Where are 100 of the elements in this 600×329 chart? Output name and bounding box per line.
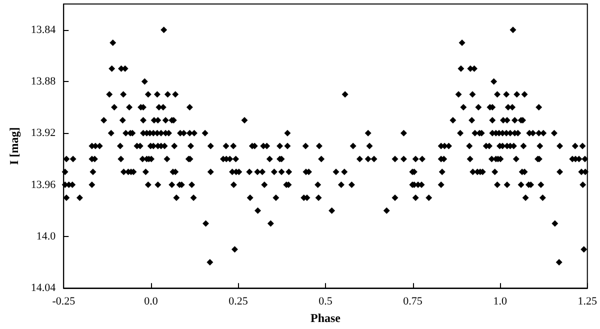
point <box>259 168 266 176</box>
point <box>207 168 214 176</box>
point <box>489 116 496 124</box>
x-tick-label: -0.25 <box>52 296 76 308</box>
point <box>272 194 280 201</box>
point <box>518 182 524 188</box>
point <box>522 194 529 201</box>
point <box>267 220 274 227</box>
point <box>510 26 516 34</box>
x-axis-title: Phase <box>310 311 342 325</box>
point <box>286 168 292 176</box>
point <box>540 130 547 136</box>
point <box>328 207 336 214</box>
point <box>400 130 407 136</box>
point <box>471 65 478 72</box>
point <box>254 207 262 214</box>
point <box>172 91 179 98</box>
point <box>580 182 586 188</box>
point <box>438 182 444 188</box>
point <box>356 156 363 162</box>
point <box>241 116 248 124</box>
point <box>579 142 586 150</box>
point <box>222 142 230 150</box>
point <box>392 156 398 162</box>
point <box>106 91 113 98</box>
x-tick-label: 0.25 <box>228 296 248 308</box>
point <box>468 116 476 124</box>
point <box>466 142 473 150</box>
point <box>494 91 501 98</box>
point <box>188 182 196 188</box>
point <box>76 194 83 201</box>
point <box>186 130 193 136</box>
point <box>284 130 291 136</box>
point <box>504 182 510 188</box>
y-tick-label: 13.88 <box>30 75 56 88</box>
point <box>230 182 237 188</box>
point <box>118 156 124 162</box>
point <box>412 194 419 201</box>
point <box>503 91 510 98</box>
x-tick-label: 1.25 <box>578 296 598 308</box>
point <box>108 65 116 72</box>
point <box>370 156 378 162</box>
point <box>509 104 516 111</box>
point <box>231 246 238 253</box>
point <box>88 182 96 188</box>
y-tick-label: 13.92 <box>30 127 56 140</box>
point <box>580 246 588 253</box>
point <box>173 194 180 201</box>
point <box>232 156 240 162</box>
point <box>364 130 372 136</box>
point <box>316 142 322 150</box>
point <box>446 142 452 150</box>
point <box>469 91 476 98</box>
point <box>144 91 152 98</box>
point <box>318 156 325 162</box>
x-tick-label: 0.5 <box>318 296 333 308</box>
point <box>270 168 278 176</box>
point <box>572 142 578 150</box>
point <box>63 156 70 162</box>
point <box>190 130 198 136</box>
point <box>582 168 589 176</box>
point <box>141 78 148 85</box>
point <box>154 182 162 188</box>
point <box>350 142 356 150</box>
point <box>470 168 476 176</box>
point <box>520 142 527 150</box>
point <box>230 142 237 150</box>
point <box>206 259 214 266</box>
point <box>202 220 210 227</box>
point <box>276 142 284 150</box>
point <box>521 91 528 98</box>
point <box>160 26 168 34</box>
x-tick-label: 0.0 <box>144 296 158 308</box>
point <box>207 142 214 150</box>
point <box>119 116 126 124</box>
point <box>90 168 96 176</box>
point <box>162 116 169 124</box>
point <box>512 116 518 124</box>
point <box>314 182 322 188</box>
point <box>538 182 544 188</box>
point <box>120 168 127 176</box>
point <box>246 194 254 201</box>
point <box>366 142 373 150</box>
point <box>187 142 194 150</box>
point <box>190 194 197 201</box>
point <box>552 220 558 227</box>
point <box>144 182 152 188</box>
x-tick-label: 0.75 <box>403 296 423 308</box>
point <box>460 104 467 111</box>
point <box>466 156 474 162</box>
point <box>342 91 348 98</box>
point <box>261 182 268 188</box>
point <box>539 194 546 201</box>
point <box>338 182 344 188</box>
x-tick-label: 1.0 <box>493 296 508 308</box>
point <box>266 156 273 162</box>
point <box>455 91 462 98</box>
point <box>168 182 176 188</box>
point <box>457 130 464 136</box>
point <box>426 194 432 201</box>
